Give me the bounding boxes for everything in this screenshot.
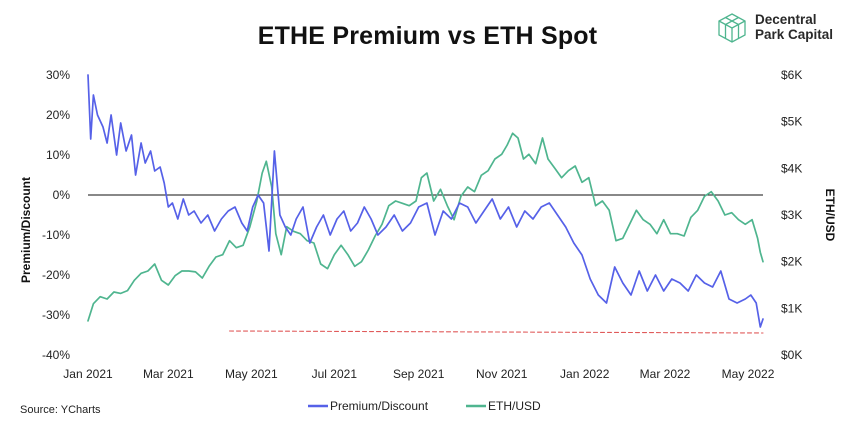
series-line-1 [87,132,764,322]
legend-label: Premium/Discount [330,399,429,413]
y-left-tick-label: 20% [46,108,70,122]
x-tick-label: Jul 2021 [312,367,358,381]
x-tick-labels: Jan 2021 Mar 2021 May 2021 Jul 2021 Sep 2021… [63,367,774,381]
y-left-tick-label: 0% [53,188,71,202]
y-axis-left-label: Premium/Discount [19,177,33,283]
y-left-tick-labels: 30% 20% 10% 0% -10% -20% -30% -40% [42,68,70,362]
x-tick-label: Mar 2021 [143,367,194,381]
x-tick-label: Jan 2022 [560,367,610,381]
legend-label: ETH/USD [488,399,541,413]
threshold-dashed-line [228,330,764,334]
x-tick-label: May 2021 [225,367,278,381]
logo-line-1: Decentral [755,12,817,27]
logo-line-2: Park Capital [755,27,834,42]
x-tick-label: Jan 2021 [63,367,113,381]
y-left-tick-label: -40% [42,348,70,362]
source-note: Source: YCharts [20,404,101,416]
y-left-tick-label: -10% [42,228,70,242]
y-right-tick-label: $3K [781,208,802,222]
y-right-tick-label: $1K [781,301,802,315]
y-right-tick-label: $5K [781,115,802,129]
y-right-tick-labels: $6K $5K $4K $3K $2K $1K $0K [781,68,802,362]
cube-logo-icon [718,13,746,43]
y-left-tick-label: -20% [42,268,70,282]
legend: Premium/Discount ETH/USD [308,399,541,413]
logo-text: Decentral Park Capital [755,12,833,42]
x-tick-label: Nov 2021 [476,367,528,381]
x-tick-label: Sep 2021 [393,367,445,381]
y-right-tick-label: $0K [781,348,802,362]
y-axis-right-label: ETH/USD [823,189,837,242]
y-right-tick-label: $6K [781,68,802,82]
y-left-tick-label: -30% [42,308,70,322]
chart-title: ETHE Premium vs ETH Spot [257,22,598,50]
y-left-tick-label: 30% [46,68,70,82]
y-right-tick-label: $4K [781,161,802,175]
series-line-0 [87,74,764,328]
x-tick-label: May 2022 [722,367,775,381]
x-tick-label: Mar 2022 [640,367,691,381]
y-left-tick-label: 10% [46,148,70,162]
brand-logo: Decentral Park Capital [716,10,851,50]
y-right-tick-label: $2K [781,255,802,269]
series-layer [87,74,764,334]
